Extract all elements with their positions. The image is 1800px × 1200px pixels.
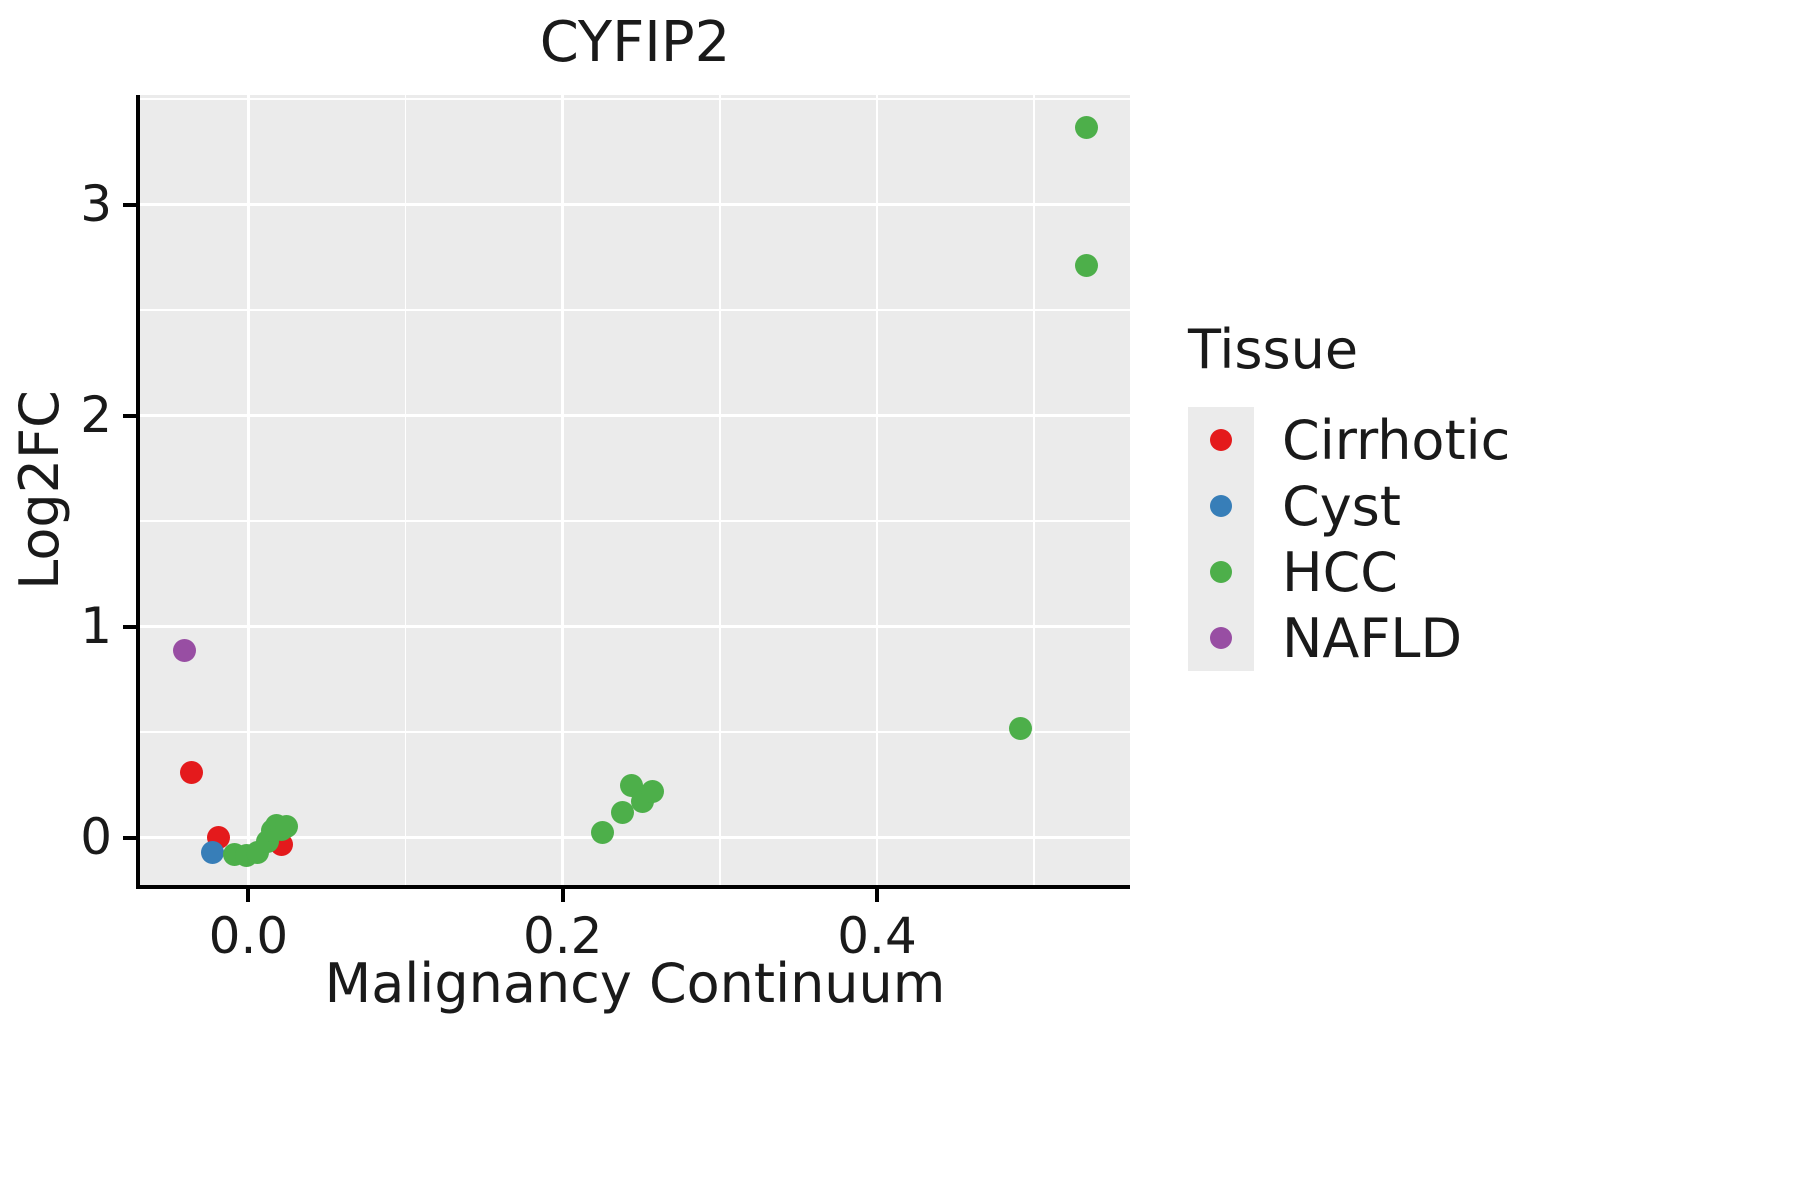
legend-key [1188, 407, 1254, 473]
y-minor-gridline [140, 309, 1130, 311]
x-major-gridline [247, 95, 250, 885]
legend-swatch-cyst [1210, 495, 1232, 517]
legend-key [1188, 473, 1254, 539]
chart-title: CYFIP2 [539, 10, 731, 75]
y-major-gridline [140, 836, 1130, 839]
x-minor-gridline [404, 95, 407, 885]
x-major-gridline [561, 95, 564, 885]
y-minor-gridline [140, 98, 1130, 100]
x-axis-line [136, 885, 1130, 889]
y-major-gridline [140, 203, 1130, 206]
legend-key [1188, 605, 1254, 671]
legend-label-hcc: HCC [1282, 540, 1399, 604]
data-point-hcc [1008, 717, 1032, 741]
data-point-hcc [590, 821, 614, 845]
legend-label-cyst: Cyst [1282, 474, 1401, 538]
y-axis-tick [123, 835, 136, 840]
legend-item-cirrhotic: Cirrhotic [1188, 407, 1510, 473]
legend-key [1188, 539, 1254, 605]
x-axis-label: Malignancy Continuum [324, 952, 946, 1015]
x-tick-label: 0.4 [837, 907, 917, 965]
x-tick-label: 0.0 [208, 907, 289, 965]
legend-swatch-hcc [1210, 561, 1232, 583]
y-axis-line [136, 95, 140, 889]
y-axis-tick [123, 413, 136, 418]
y-tick-label: 1 [80, 596, 112, 655]
legend-title: Tissue [1188, 318, 1359, 381]
data-point-hcc [1074, 253, 1098, 277]
x-axis-tick [560, 889, 565, 902]
y-minor-gridline [140, 731, 1130, 733]
legend-item-cyst: Cyst [1188, 473, 1510, 539]
y-minor-gridline [140, 520, 1130, 522]
x-major-gridline [875, 95, 879, 885]
data-point-cirrhotic [180, 760, 204, 784]
x-minor-gridline [1033, 95, 1035, 885]
x-minor-gridline [719, 95, 721, 885]
legend-item-hcc: HCC [1188, 539, 1510, 605]
data-point-hcc [1074, 116, 1098, 140]
legend-label-nafld: NAFLD [1282, 606, 1463, 670]
legend-items: Cirrhotic Cyst HCC NAFLD [1188, 407, 1510, 671]
y-tick-label: 2 [80, 385, 112, 444]
x-axis-tick [246, 889, 251, 902]
y-tick-label: 3 [80, 174, 112, 233]
plot-panel [140, 95, 1130, 885]
data-point-hcc [640, 780, 664, 804]
x-axis-tick [875, 889, 879, 902]
data-point-hcc [274, 815, 298, 839]
y-axis-tick [123, 202, 136, 207]
y-tick-label: 0 [80, 807, 112, 866]
y-major-gridline [140, 414, 1130, 417]
data-point-hcc [610, 800, 634, 824]
data-point-nafld [172, 638, 196, 662]
legend: Tissue Cirrhotic Cyst HCC NAFLD [1188, 318, 1510, 671]
data-point-cyst [200, 840, 224, 864]
legend-item-nafld: NAFLD [1188, 605, 1510, 671]
legend-label-cirrhotic: Cirrhotic [1282, 408, 1511, 472]
y-axis-tick [123, 624, 136, 629]
x-tick-label: 0.2 [522, 907, 603, 965]
legend-swatch-nafld [1210, 627, 1232, 649]
y-major-gridline [140, 625, 1130, 628]
legend-swatch-cirrhotic [1210, 429, 1232, 451]
